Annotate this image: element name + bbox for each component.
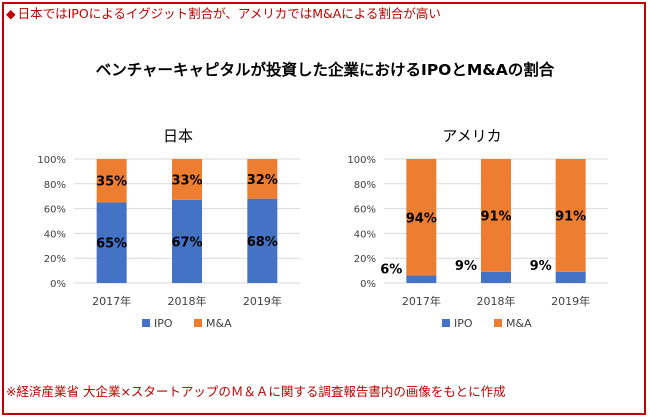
chart-title-usa: アメリカ [442,127,501,145]
bar-japan-ipo-2 [247,198,278,283]
data-label-japan-mna-2: 32% [247,173,278,188]
y-tick-label-usa-5: 100% [347,155,376,166]
data-label-japan-mna-0: 35% [96,175,127,190]
y-tick-label-japan-3: 60% [44,205,66,216]
slide-heading-text: 日本ではIPOによるイグジット割合が、アメリカではM&Aによる割合が高い [17,6,441,21]
legend-label-usa-0: IPO [454,317,473,330]
data-label-japan-ipo-1: 67% [171,235,202,250]
x-category-label-japan-1: 2018年 [168,294,207,308]
y-tick-label-usa-2: 40% [354,229,376,240]
y-tick-label-japan-2: 40% [44,229,66,240]
y-tick-label-usa-1: 20% [354,254,376,265]
legend-swatch-usa-1 [494,319,502,327]
slide-frame [2,2,646,415]
chart-title-japan: 日本 [163,127,193,145]
bar-usa-mna-1 [481,159,511,272]
bar-usa-mna-2 [555,159,586,272]
bar-usa-ipo-1 [481,271,511,283]
x-category-label-japan-2: 2019年 [243,294,282,308]
y-tick-label-japan-1: 20% [44,254,66,265]
x-category-label-usa-0: 2017年 [402,294,441,308]
x-category-label-japan-0: 2017年 [92,294,131,308]
slide-heading: ◆ 日本ではIPOによるイグジット割合が、アメリカではM&Aによる割合が高い [6,4,441,24]
data-label-japan-ipo-0: 65% [96,237,127,252]
x-category-label-usa-2: 2019年 [551,294,590,308]
data-label-usa-mna-0: 94% [406,211,437,226]
legend-label-usa-1: M&A [506,317,532,330]
y-tick-label-japan-5: 100% [37,155,66,166]
main-chart-title: ベンチャーキャピタルが投資した企業におけるIPOとM&Aの割合 [95,61,555,79]
bar-japan-mna-1 [172,159,202,200]
y-tick-label-usa-3: 60% [354,205,376,216]
y-tick-label-usa-0: 0% [360,279,376,290]
y-tick-label-japan-4: 80% [44,180,66,191]
y-tick-label-usa-4: 80% [354,180,376,191]
source-footnote: ※経済産業省 大企業×スタートアップのＭ＆Ａに関する調査報告書内の画像をもとに作… [6,384,506,399]
bar-japan-mna-2 [247,159,278,199]
legend-swatch-japan-1 [194,319,202,327]
legend-swatch-usa-0 [442,319,450,327]
bar-japan-ipo-0 [96,202,127,283]
data-label-japan-mna-1: 33% [171,173,202,188]
data-label-japan-ipo-2: 68% [247,235,278,250]
diamond-bullet-icon: ◆ [6,6,16,21]
data-label-usa-ipo-0: 6% [380,263,402,278]
y-tick-label-japan-0: 0% [50,279,66,290]
x-category-label-usa-1: 2018年 [477,294,516,308]
bar-usa-ipo-2 [555,271,586,283]
data-label-usa-ipo-1: 9% [455,259,477,274]
data-label-usa-mna-2: 91% [555,209,586,224]
bar-japan-mna-0 [96,159,127,203]
bar-japan-ipo-1 [172,199,202,283]
legend-label-japan-1: M&A [206,317,232,330]
legend-label-japan-0: IPO [154,317,173,330]
data-label-usa-mna-1: 91% [480,209,511,224]
bar-usa-ipo-0 [406,275,437,283]
data-label-usa-ipo-2: 9% [530,259,552,274]
legend-swatch-japan-0 [142,319,150,327]
bar-usa-mna-0 [406,159,437,276]
